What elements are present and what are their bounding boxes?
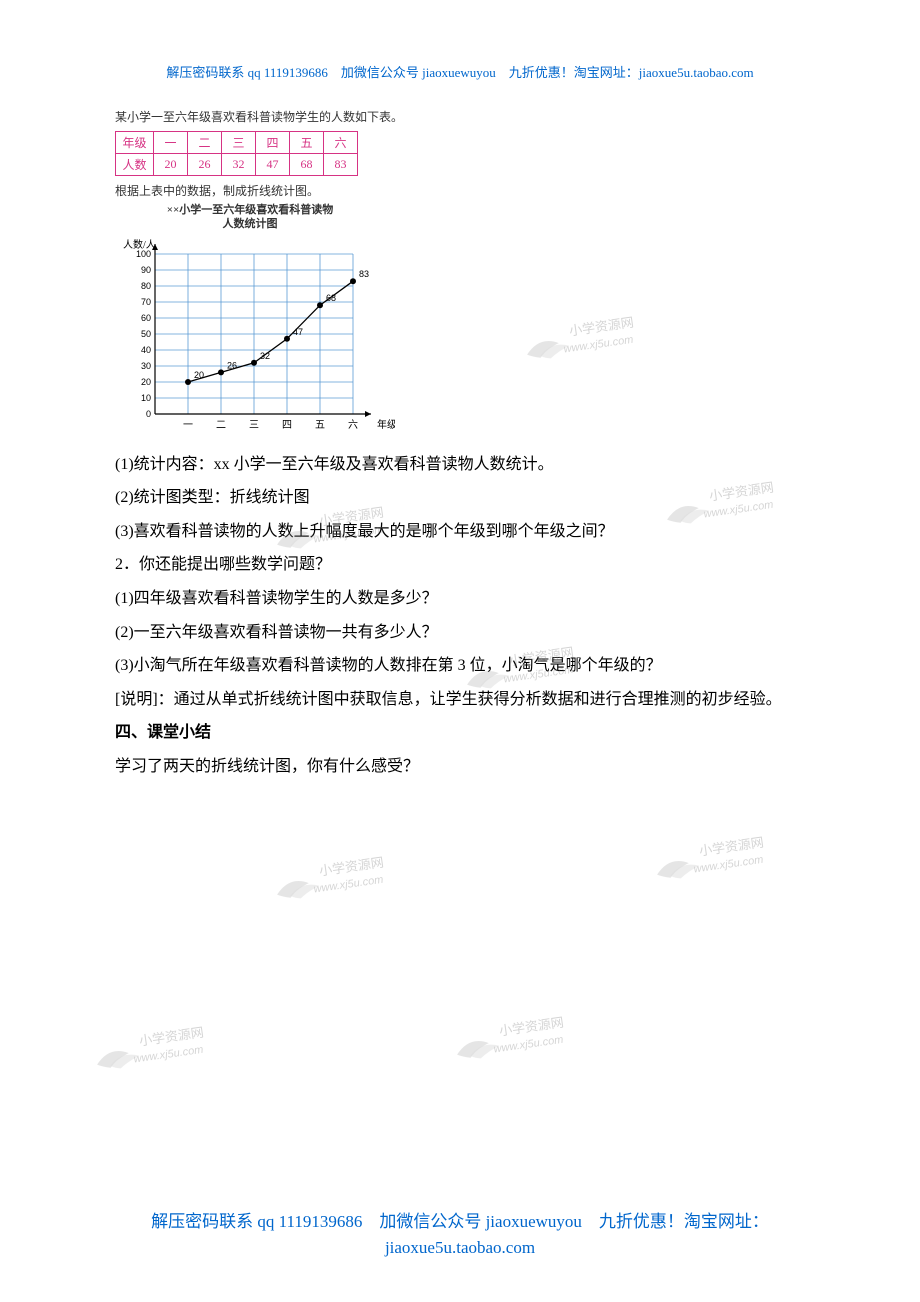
table-row: 人数 20 26 32 47 68 83 bbox=[116, 154, 358, 176]
table-cell: 32 bbox=[222, 154, 256, 176]
svg-text:68: 68 bbox=[326, 293, 336, 303]
svg-text:www.xj5u.com: www.xj5u.com bbox=[313, 874, 384, 896]
svg-text:四: 四 bbox=[282, 420, 292, 431]
header-text: 解压密码联系 qq 1119139686 加微信公众号 jiaoxuewuyou… bbox=[166, 65, 753, 80]
section-title: 四、课堂小结 bbox=[115, 716, 805, 750]
table-cell: 三 bbox=[222, 132, 256, 154]
chart-svg: 人数/人0102030405060708090100一二三四五六年级202632… bbox=[115, 234, 395, 434]
watermark-icon: 小学资源网www.xj5u.com bbox=[270, 850, 420, 900]
table-cell: 83 bbox=[324, 154, 358, 176]
svg-text:三: 三 bbox=[249, 420, 259, 431]
paragraph: (1)四年级喜欢看科普读物学生的人数是多少？ bbox=[115, 582, 805, 616]
svg-text:二: 二 bbox=[216, 420, 226, 431]
paragraph: 2．你还能提出哪些数学问题？ bbox=[115, 548, 805, 582]
intro-text: 某小学一至六年级喜欢看科普读物学生的人数如下表。 bbox=[115, 108, 805, 125]
table-cell: 20 bbox=[154, 154, 188, 176]
svg-text:10: 10 bbox=[141, 393, 151, 403]
table-cell: 五 bbox=[290, 132, 324, 154]
svg-text:100: 100 bbox=[136, 249, 151, 259]
svg-text:小学资源网: 小学资源网 bbox=[698, 835, 764, 859]
table-row: 年级 一 二 三 四 五 六 bbox=[116, 132, 358, 154]
main-content: 某小学一至六年级喜欢看科普读物学生的人数如下表。 年级 一 二 三 四 五 六 … bbox=[115, 108, 805, 784]
page-footer: 解压密码联系 qq 1119139686 加微信公众号 jiaoxuewuyou… bbox=[0, 1209, 920, 1260]
svg-text:47: 47 bbox=[293, 326, 303, 336]
paragraph: (3)喜欢看科普读物的人数上升幅度最大的是哪个年级到哪个年级之间？ bbox=[115, 515, 805, 549]
svg-text:一: 一 bbox=[183, 420, 193, 431]
paragraph: 学习了两天的折线统计图，你有什么感受？ bbox=[115, 750, 805, 784]
paragraph: [说明]：通过从单式折线统计图中获取信息，让学生获得分析数据和进行合理推测的初步… bbox=[115, 683, 805, 717]
svg-text:年级: 年级 bbox=[377, 418, 395, 431]
chart-title: ××小学一至六年级喜欢看科普读物 人数统计图 bbox=[135, 203, 365, 232]
table-cell: 四 bbox=[256, 132, 290, 154]
svg-text:26: 26 bbox=[227, 360, 237, 370]
table-cell: 二 bbox=[188, 132, 222, 154]
chart-title-line1: ××小学一至六年级喜欢看科普读物 bbox=[167, 204, 334, 216]
watermark-icon: 小学资源网www.xj5u.com bbox=[90, 1020, 240, 1070]
svg-text:83: 83 bbox=[359, 269, 369, 279]
svg-text:五: 五 bbox=[315, 420, 325, 431]
svg-text:40: 40 bbox=[141, 345, 151, 355]
svg-text:小学资源网: 小学资源网 bbox=[318, 855, 384, 879]
table-cell: 47 bbox=[256, 154, 290, 176]
chart-title-line2: 人数统计图 bbox=[223, 218, 278, 230]
watermark-icon: 小学资源网www.xj5u.com bbox=[650, 830, 800, 880]
svg-text:50: 50 bbox=[141, 329, 151, 339]
footer-line2: jiaoxue5u.taobao.com bbox=[385, 1238, 535, 1257]
svg-text:小学资源网: 小学资源网 bbox=[498, 1015, 564, 1039]
paragraph: (1)统计内容：xx 小学一至六年级及喜欢看科普读物人数统计。 bbox=[115, 448, 805, 482]
row-label: 年级 bbox=[116, 132, 154, 154]
svg-text:70: 70 bbox=[141, 297, 151, 307]
row-label: 人数 bbox=[116, 154, 154, 176]
svg-text:20: 20 bbox=[194, 370, 204, 380]
paragraph: (3)小淘气所在年级喜欢看科普读物的人数排在第 3 位，小淘气是哪个年级的？ bbox=[115, 649, 805, 683]
table-cell: 一 bbox=[154, 132, 188, 154]
body-text: (1)统计内容：xx 小学一至六年级及喜欢看科普读物人数统计。 (2)统计图类型… bbox=[115, 448, 805, 784]
sub-text: 根据上表中的数据，制成折线统计图。 bbox=[115, 182, 805, 199]
svg-text:小学资源网: 小学资源网 bbox=[138, 1025, 204, 1049]
page-header: 解压密码联系 qq 1119139686 加微信公众号 jiaoxuewuyou… bbox=[0, 62, 920, 81]
svg-text:www.xj5u.com: www.xj5u.com bbox=[133, 1044, 204, 1066]
svg-text:60: 60 bbox=[141, 313, 151, 323]
svg-text:90: 90 bbox=[141, 265, 151, 275]
line-chart: 人数/人0102030405060708090100一二三四五六年级202632… bbox=[115, 234, 395, 434]
svg-text:六: 六 bbox=[348, 419, 358, 431]
svg-text:0: 0 bbox=[146, 409, 151, 419]
footer-line1: 解压密码联系 qq 1119139686 加微信公众号 jiaoxuewuyou… bbox=[151, 1212, 769, 1231]
svg-text:30: 30 bbox=[141, 361, 151, 371]
svg-text:www.xj5u.com: www.xj5u.com bbox=[493, 1034, 564, 1056]
grade-data-table: 年级 一 二 三 四 五 六 人数 20 26 32 47 68 83 bbox=[115, 131, 358, 176]
svg-text:32: 32 bbox=[260, 350, 270, 360]
svg-text:www.xj5u.com: www.xj5u.com bbox=[693, 854, 764, 876]
paragraph: (2)一至六年级喜欢看科普读物一共有多少人？ bbox=[115, 616, 805, 650]
paragraph: (2)统计图类型：折线统计图 bbox=[115, 481, 805, 515]
table-cell: 26 bbox=[188, 154, 222, 176]
table-cell: 六 bbox=[324, 132, 358, 154]
svg-text:80: 80 bbox=[141, 281, 151, 291]
table-cell: 68 bbox=[290, 154, 324, 176]
watermark-icon: 小学资源网www.xj5u.com bbox=[450, 1010, 600, 1060]
svg-text:20: 20 bbox=[141, 377, 151, 387]
